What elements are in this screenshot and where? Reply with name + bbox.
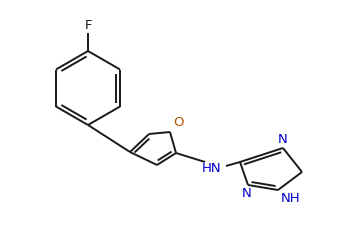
Text: NH: NH xyxy=(281,192,300,205)
Text: O: O xyxy=(173,116,184,129)
Text: N: N xyxy=(278,133,288,146)
Text: N: N xyxy=(242,187,252,200)
Text: F: F xyxy=(84,19,92,32)
Text: HN: HN xyxy=(202,162,222,174)
